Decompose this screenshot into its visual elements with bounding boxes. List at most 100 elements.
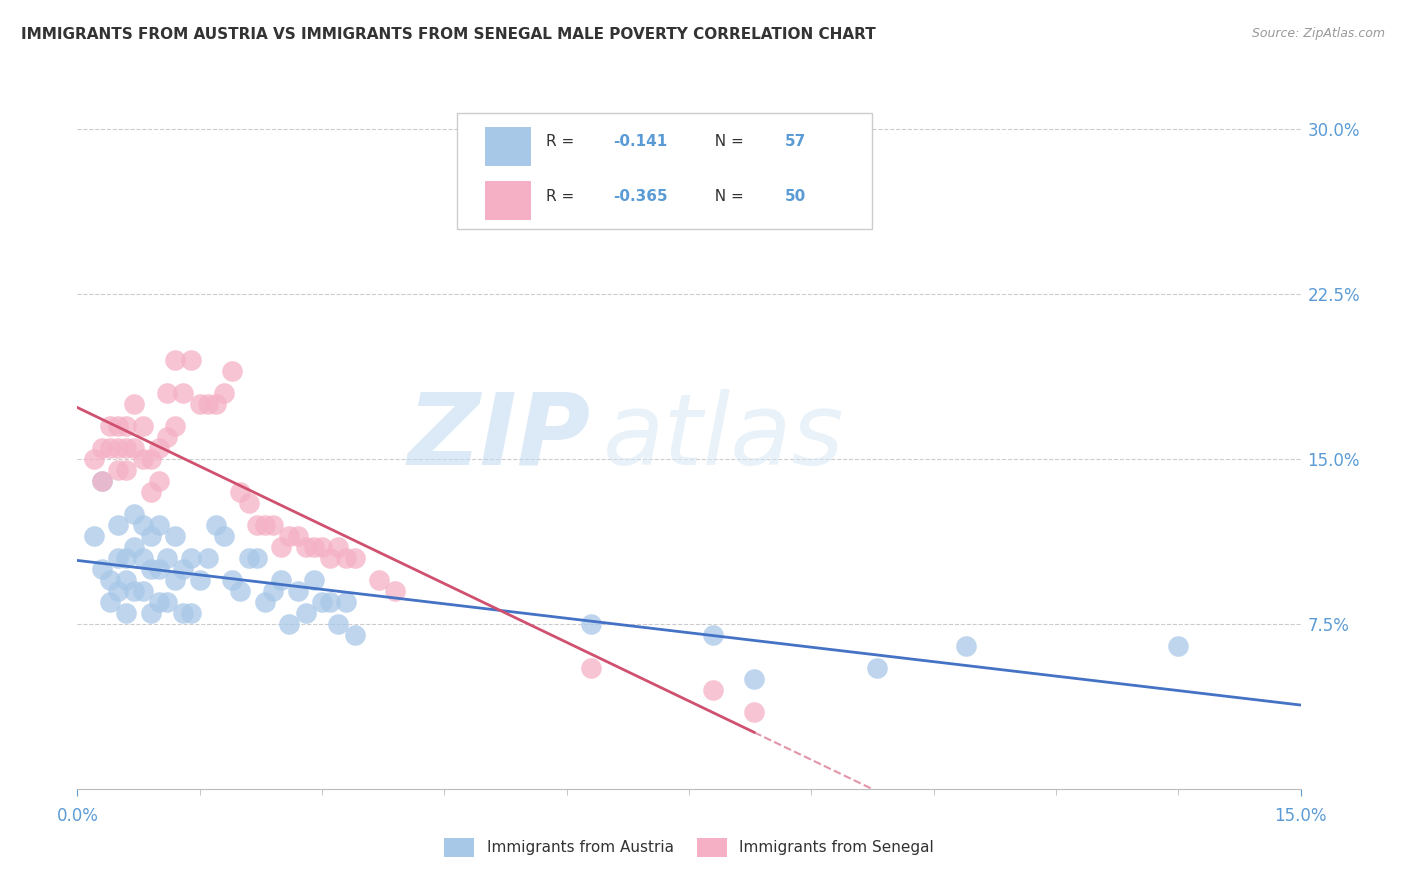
Legend: Immigrants from Austria, Immigrants from Senegal: Immigrants from Austria, Immigrants from…	[437, 832, 941, 863]
Point	[311, 595, 333, 609]
Point	[238, 496, 260, 510]
Point	[221, 364, 243, 378]
Point	[384, 584, 406, 599]
Point	[229, 485, 252, 500]
Point	[131, 419, 153, 434]
Text: ZIP: ZIP	[408, 389, 591, 485]
Point	[865, 661, 887, 675]
Point	[139, 607, 162, 621]
Point	[148, 595, 170, 609]
Text: -0.141: -0.141	[613, 134, 668, 149]
Point	[212, 386, 235, 401]
Point	[335, 551, 357, 566]
Point	[287, 529, 309, 543]
Point	[579, 661, 602, 675]
Point	[197, 397, 219, 411]
Text: Source: ZipAtlas.com: Source: ZipAtlas.com	[1251, 27, 1385, 40]
Point	[139, 562, 162, 576]
Point	[124, 397, 146, 411]
Text: R =: R =	[546, 189, 583, 203]
Point	[139, 529, 162, 543]
Point	[90, 441, 112, 455]
Point	[156, 551, 179, 566]
Text: N =: N =	[704, 134, 748, 149]
Point	[205, 518, 228, 533]
Point	[115, 419, 138, 434]
Point	[148, 441, 170, 455]
Point	[702, 628, 724, 642]
Point	[165, 353, 187, 368]
Point	[124, 507, 146, 521]
Point	[1167, 640, 1189, 654]
Text: 57: 57	[785, 134, 806, 149]
Point	[180, 551, 202, 566]
Point	[107, 419, 129, 434]
Point	[98, 595, 121, 609]
Point	[107, 551, 129, 566]
Point	[115, 463, 138, 477]
Text: IMMIGRANTS FROM AUSTRIA VS IMMIGRANTS FROM SENEGAL MALE POVERTY CORRELATION CHAR: IMMIGRANTS FROM AUSTRIA VS IMMIGRANTS FR…	[21, 27, 876, 42]
Point	[131, 452, 153, 467]
Point	[124, 584, 146, 599]
Point	[124, 441, 146, 455]
Text: atlas: atlas	[603, 389, 845, 485]
Point	[278, 617, 301, 632]
Point	[742, 706, 765, 720]
Point	[131, 518, 153, 533]
Point	[335, 595, 357, 609]
Point	[253, 518, 276, 533]
Point	[368, 573, 391, 587]
Point	[124, 540, 146, 554]
Point	[328, 540, 350, 554]
Point	[172, 607, 194, 621]
Point	[148, 474, 170, 488]
Point	[83, 529, 105, 543]
FancyBboxPatch shape	[457, 113, 873, 229]
Point	[328, 617, 350, 632]
Point	[180, 353, 202, 368]
Point	[188, 573, 211, 587]
Point	[139, 452, 162, 467]
Point	[302, 540, 325, 554]
Point	[148, 562, 170, 576]
Point	[180, 607, 202, 621]
Point	[156, 386, 179, 401]
Bar	[485, 181, 531, 220]
Point	[238, 551, 260, 566]
Point	[98, 573, 121, 587]
Point	[229, 584, 252, 599]
Point	[246, 551, 269, 566]
Point	[246, 518, 269, 533]
Point	[311, 540, 333, 554]
Point	[702, 683, 724, 698]
Point	[165, 573, 187, 587]
Point	[115, 573, 138, 587]
Point	[172, 386, 194, 401]
Point	[165, 529, 187, 543]
Point	[742, 673, 765, 687]
Point	[302, 573, 325, 587]
Point	[262, 518, 284, 533]
Point	[139, 485, 162, 500]
Point	[156, 595, 179, 609]
Point	[156, 430, 179, 444]
Text: N =: N =	[704, 189, 748, 203]
Point	[107, 584, 129, 599]
Point	[197, 551, 219, 566]
Point	[262, 584, 284, 599]
Point	[319, 551, 342, 566]
Point	[579, 617, 602, 632]
Point	[278, 529, 301, 543]
Point	[212, 529, 235, 543]
Point	[319, 595, 342, 609]
Point	[107, 463, 129, 477]
Point	[287, 584, 309, 599]
Point	[221, 573, 243, 587]
Point	[172, 562, 194, 576]
Point	[343, 628, 366, 642]
Point	[90, 474, 112, 488]
Point	[107, 518, 129, 533]
Point	[294, 540, 316, 554]
Text: R =: R =	[546, 134, 583, 149]
Text: -0.365: -0.365	[613, 189, 668, 203]
